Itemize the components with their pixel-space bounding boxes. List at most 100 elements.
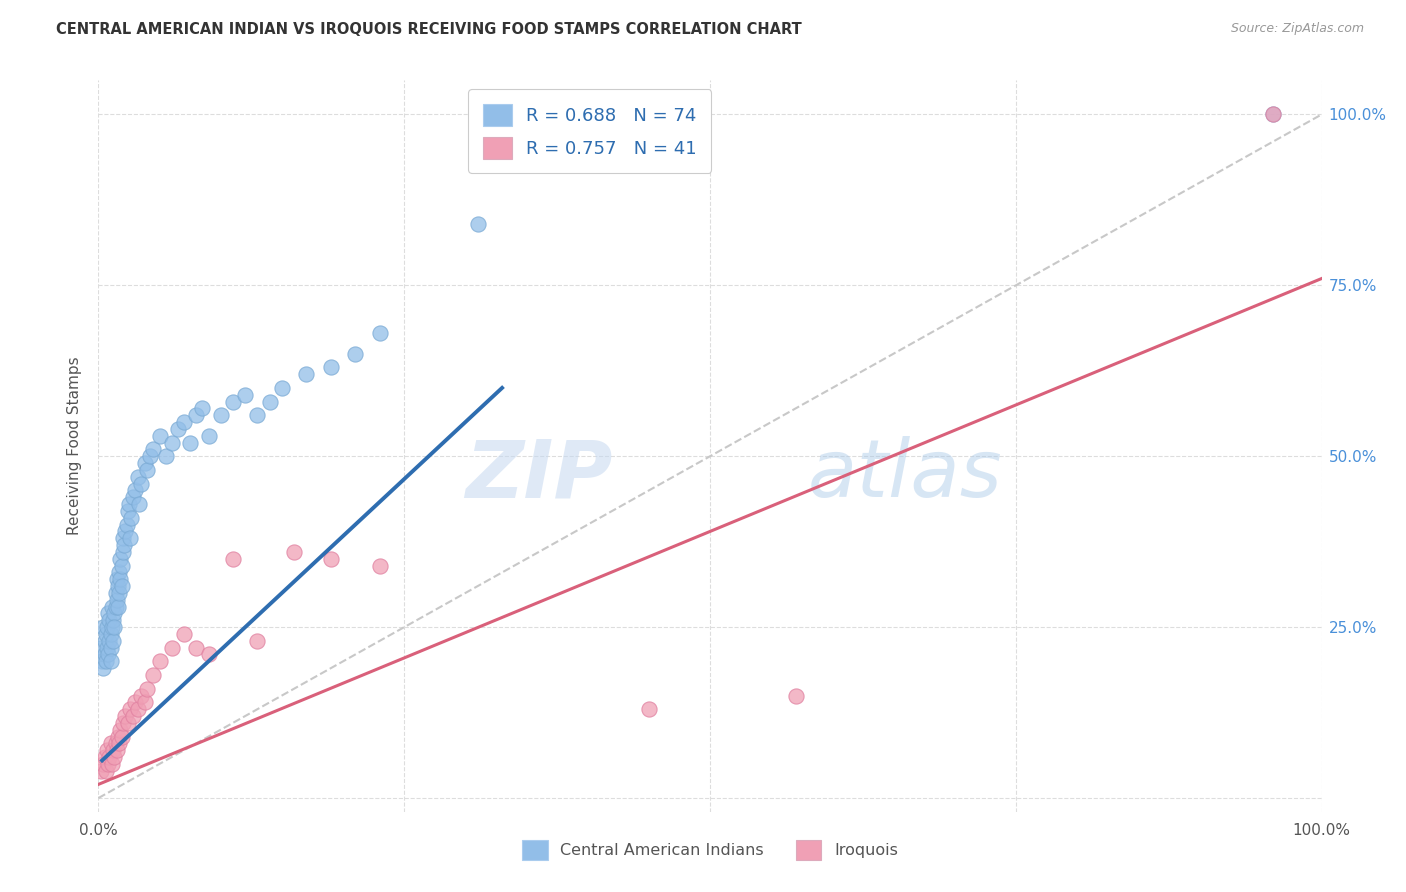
Point [270, 381, 294, 395]
Point [96, 640, 118, 655]
Point [295, 368, 318, 382]
Point [114, 524, 136, 539]
Point [319, 551, 342, 566]
Point [98, 613, 121, 627]
Point [97, 756, 120, 771]
Point [97, 648, 120, 662]
Point [129, 476, 152, 491]
Point [112, 538, 135, 552]
Point [1261, 107, 1284, 121]
Point [124, 483, 146, 498]
Point [160, 640, 183, 655]
Point [93, 633, 115, 648]
Point [91, 661, 114, 675]
Point [149, 654, 172, 668]
Point [108, 586, 131, 600]
Point [1261, 107, 1284, 121]
Point [134, 695, 156, 709]
Point [139, 449, 162, 463]
Point [107, 599, 129, 614]
Point [368, 326, 391, 341]
Point [101, 743, 124, 757]
Point [319, 360, 342, 375]
Point [93, 750, 115, 764]
Point [344, 347, 367, 361]
Point [197, 429, 219, 443]
Point [104, 599, 127, 614]
Point [115, 517, 138, 532]
Point [160, 435, 183, 450]
Point [103, 607, 125, 621]
Point [129, 689, 152, 703]
Point [111, 558, 134, 573]
Point [98, 750, 121, 764]
Point [100, 627, 122, 641]
Point [127, 469, 149, 483]
Point [186, 409, 208, 423]
Point [785, 689, 807, 703]
Point [96, 620, 118, 634]
Point [117, 504, 139, 518]
Point [93, 648, 115, 662]
Point [90, 640, 112, 655]
Point [222, 551, 245, 566]
Point [191, 401, 214, 416]
Point [101, 756, 124, 771]
Point [149, 429, 172, 443]
Point [97, 607, 120, 621]
Text: CENTRAL AMERICAN INDIAN VS IROQUOIS RECEIVING FOOD STAMPS CORRELATION CHART: CENTRAL AMERICAN INDIAN VS IROQUOIS RECE… [56, 22, 801, 37]
Point [107, 579, 129, 593]
Legend: Central American Indians, Iroquois: Central American Indians, Iroquois [516, 834, 904, 866]
Point [128, 497, 150, 511]
Point [110, 572, 132, 586]
Point [120, 702, 142, 716]
Text: ZIP: ZIP [465, 436, 612, 515]
Point [120, 531, 142, 545]
Point [100, 654, 122, 668]
Point [111, 579, 134, 593]
Point [167, 422, 190, 436]
Point [110, 723, 132, 737]
Point [100, 640, 122, 655]
Point [101, 613, 124, 627]
Point [259, 394, 281, 409]
Point [179, 435, 201, 450]
Point [101, 599, 124, 614]
Point [142, 442, 165, 457]
Point [136, 681, 159, 696]
Point [142, 668, 165, 682]
Point [120, 510, 142, 524]
Point [127, 702, 149, 716]
Point [209, 409, 232, 423]
Point [104, 586, 127, 600]
Point [105, 592, 128, 607]
Point [107, 730, 129, 744]
Text: Source: ZipAtlas.com: Source: ZipAtlas.com [1230, 22, 1364, 36]
Point [124, 695, 146, 709]
Point [91, 756, 114, 771]
Point [246, 633, 269, 648]
Point [118, 497, 141, 511]
Point [173, 415, 195, 429]
Point [90, 764, 112, 778]
Point [110, 551, 132, 566]
Point [111, 730, 134, 744]
Point [105, 743, 128, 757]
Point [117, 715, 139, 730]
Point [94, 764, 117, 778]
Point [104, 736, 127, 750]
Point [283, 545, 305, 559]
Point [103, 750, 125, 764]
Point [186, 640, 208, 655]
Y-axis label: Receiving Food Stamps: Receiving Food Stamps [67, 357, 83, 535]
Point [108, 566, 131, 580]
Point [91, 620, 114, 634]
Point [638, 702, 661, 716]
Point [368, 558, 391, 573]
Text: atlas: atlas [808, 436, 1002, 515]
Point [121, 490, 143, 504]
Point [197, 648, 219, 662]
Point [96, 743, 118, 757]
Point [111, 531, 134, 545]
Point [103, 620, 125, 634]
